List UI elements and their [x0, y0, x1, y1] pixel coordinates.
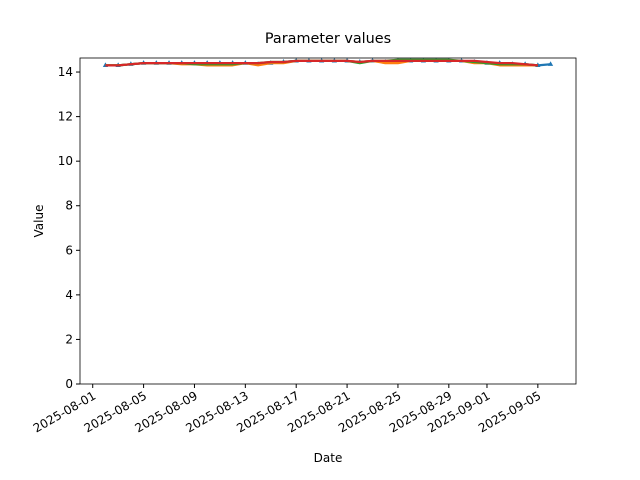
y-tick-label: 6 — [65, 243, 73, 257]
plot-frame — [79, 57, 577, 385]
y-axis-label: Value — [32, 205, 46, 238]
x-axis-label: Date — [314, 451, 343, 465]
y-tick-label: 14 — [58, 65, 73, 79]
y-tick-label: 2 — [65, 332, 73, 346]
series-line — [105, 59, 538, 67]
y-tick-label: 10 — [58, 154, 73, 168]
y-tick-label: 12 — [58, 110, 73, 124]
chart-title: Parameter values — [265, 31, 391, 47]
y-tick-label: 0 — [65, 377, 73, 391]
marker — [547, 61, 554, 66]
y-tick-label: 8 — [65, 199, 73, 213]
y-tick-label: 4 — [65, 288, 73, 302]
